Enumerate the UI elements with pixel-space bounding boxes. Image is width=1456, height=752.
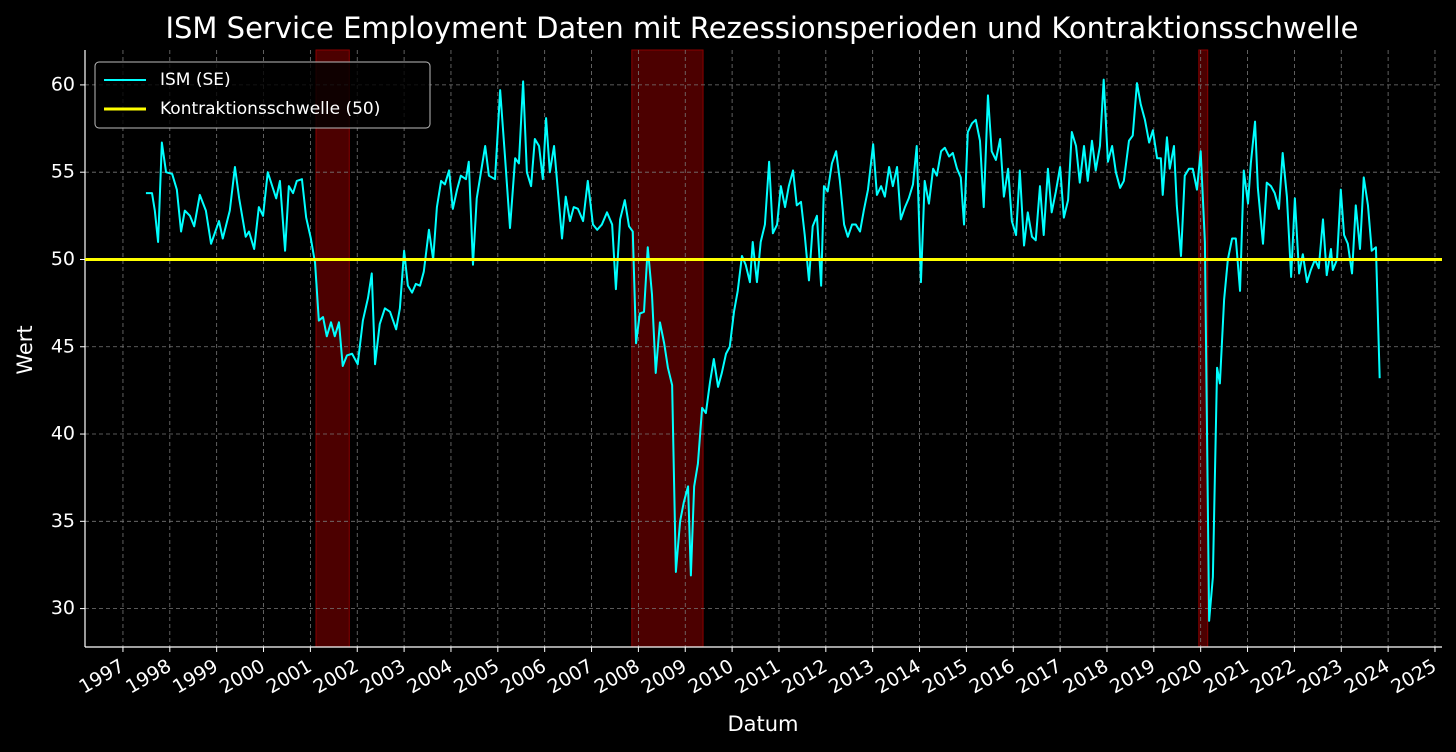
- data-line: [145, 78, 1381, 622]
- legend: ISM (SE) Kontraktionsschwelle (50): [94, 61, 431, 129]
- y-tick-label: 55: [51, 161, 75, 183]
- y-tick-label: 35: [51, 510, 75, 532]
- y-tick-label: 30: [51, 597, 75, 619]
- chart-title: ISM Service Employment Daten mit Rezessi…: [165, 11, 1358, 45]
- recession-band: [315, 49, 350, 648]
- y-tick-label: 45: [51, 335, 75, 357]
- legend-label: ISM (SE): [160, 70, 231, 90]
- y-tick-label: 50: [51, 248, 75, 270]
- y-tick-label: 40: [51, 423, 75, 445]
- legend-label: Kontraktionsschwelle (50): [160, 99, 380, 119]
- x-axis-label: Datum: [727, 712, 798, 736]
- legend-box: [94, 61, 431, 129]
- y-axis-label: Wert: [13, 325, 37, 374]
- y-tick-label: 60: [51, 73, 75, 95]
